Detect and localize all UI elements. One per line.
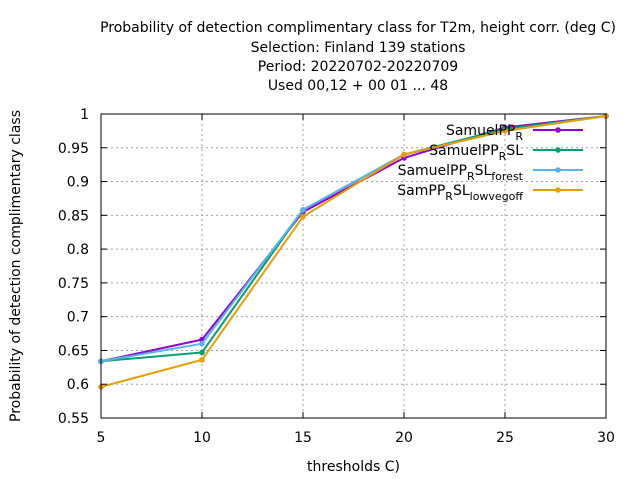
legend: SamuelPPRSamuelPPRSLSamuelPPRSLforestSam… <box>397 123 583 203</box>
series-1 <box>98 113 609 365</box>
series-2 <box>98 113 609 365</box>
grid <box>101 114 606 418</box>
axis-ticks: 5 10 15 20 25 30 0.55 0.6 0.65 0.7 0.75 0.8 0.85 0.9 0… <box>58 107 615 446</box>
x-axis-label: thresholds C) <box>307 459 400 475</box>
x-tick-label: 10 <box>193 430 211 446</box>
y-tick-label: 1 <box>80 107 89 123</box>
data-point <box>199 340 205 347</box>
legend-marker <box>555 127 561 133</box>
y-tick-label: 0.85 <box>58 208 89 224</box>
y-tick-label: 0.8 <box>67 242 89 258</box>
y-tick-label: 0.75 <box>58 276 89 292</box>
x-tick-label: 30 <box>597 430 615 446</box>
series-line <box>100 115 607 363</box>
legend-label: SamuelPPRSL <box>429 143 523 163</box>
data-point <box>502 128 508 134</box>
legend-label: SamuelPPR <box>446 123 523 143</box>
x-tick-label: 25 <box>496 430 514 446</box>
y-tick-label: 0.7 <box>67 310 89 326</box>
data-point <box>199 349 205 356</box>
series-layer <box>98 113 609 390</box>
y-tick-label: 0.95 <box>58 141 89 157</box>
series-4 <box>98 113 609 390</box>
chart-title-line: Probability of detection complimentary c… <box>100 20 616 36</box>
legend-marker <box>555 147 561 153</box>
x-tick-label: 5 <box>97 430 106 446</box>
data-point <box>300 213 306 220</box>
chart-title-line: Period: 20220702-20220709 <box>258 59 458 75</box>
plot-frame <box>100 113 607 419</box>
y-axis-label: Probability of detection complimentary c… <box>8 110 24 422</box>
chart-title-line: Selection: Finland 139 stations <box>251 40 466 56</box>
legend-label: SamPPRSLlowvegoff <box>397 183 523 203</box>
series-3 <box>98 113 609 365</box>
legend-label: SamuelPPRSLforest <box>398 163 524 183</box>
chart-title: Probability of detection complimentary c… <box>100 20 616 94</box>
legend-item: SamuelPPRSLforest <box>398 163 583 183</box>
x-tick-label: 15 <box>294 430 312 446</box>
legend-marker <box>555 187 561 193</box>
y-tick-label: 0.55 <box>58 411 89 427</box>
chart-title-line: Used 00,12 + 00 01 ... 48 <box>268 78 448 94</box>
legend-item: SamPPRSLlowvegoff <box>397 183 583 203</box>
x-tick-label: 20 <box>395 430 413 446</box>
series-line <box>100 115 607 363</box>
series-line <box>100 115 607 388</box>
data-point <box>401 151 407 158</box>
legend-marker <box>555 167 561 173</box>
legend-item: SamuelPPR <box>446 123 583 143</box>
series-line <box>100 115 607 363</box>
data-point <box>199 357 205 363</box>
y-tick-label: 0.65 <box>58 343 89 359</box>
y-tick-label: 0.6 <box>67 377 89 393</box>
data-point <box>300 207 306 213</box>
legend-item: SamuelPPRSL <box>429 143 583 163</box>
y-tick-label: 0.9 <box>67 175 89 191</box>
